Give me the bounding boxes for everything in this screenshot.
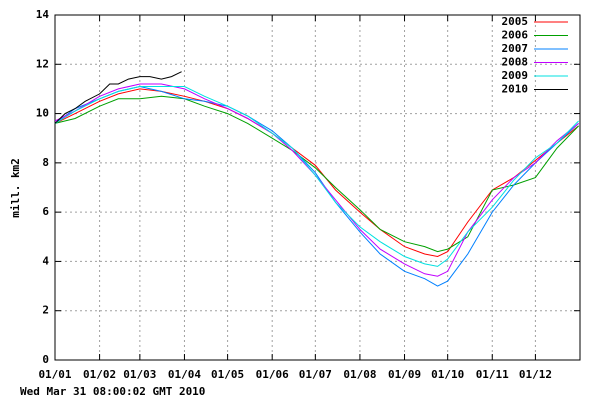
legend-label: 2006: [502, 29, 529, 42]
y-tick-label: 0: [42, 353, 49, 366]
y-tick-label: 12: [36, 57, 49, 70]
y-axis-label: mill. km2: [9, 158, 22, 218]
x-tick-label: 01/06: [256, 368, 289, 381]
series-line: [54, 85, 579, 287]
legend-label: 2010: [502, 83, 529, 96]
x-tick-label: 01/05: [211, 368, 244, 381]
legend-label: 2007: [502, 42, 529, 55]
legend-label: 2005: [502, 15, 529, 28]
x-tick-label: 01/03: [123, 368, 156, 381]
x-tick-label: 01/08: [343, 368, 376, 381]
y-tick-label: 4: [42, 254, 49, 267]
series-line: [54, 71, 182, 124]
x-tick-label: 01/10: [431, 368, 464, 381]
footnote: Wed Mar 31 08:00:02 GMT 2010: [20, 385, 205, 398]
legend-label: 2008: [502, 56, 529, 69]
x-tick-label: 01/09: [388, 368, 421, 381]
plot-frame: [54, 14, 581, 361]
x-tick-label: 01/01: [38, 368, 71, 381]
y-tick-label: 8: [42, 156, 49, 169]
y-tick-label: 6: [42, 205, 49, 218]
y-tick-label: 14: [36, 8, 50, 21]
y-tick-label: 10: [36, 107, 49, 120]
x-tick-label: 01/11: [476, 368, 509, 381]
series-line: [54, 95, 579, 253]
series-line: [54, 86, 579, 267]
series-line: [54, 83, 579, 277]
x-tick-label: 01/02: [83, 368, 116, 381]
y-tick-label: 2: [42, 304, 49, 317]
x-tick-label: 01/12: [519, 368, 552, 381]
legend-label: 2009: [502, 69, 529, 82]
x-tick-label: 01/07: [299, 368, 332, 381]
x-tick-label: 01/04: [168, 368, 201, 381]
